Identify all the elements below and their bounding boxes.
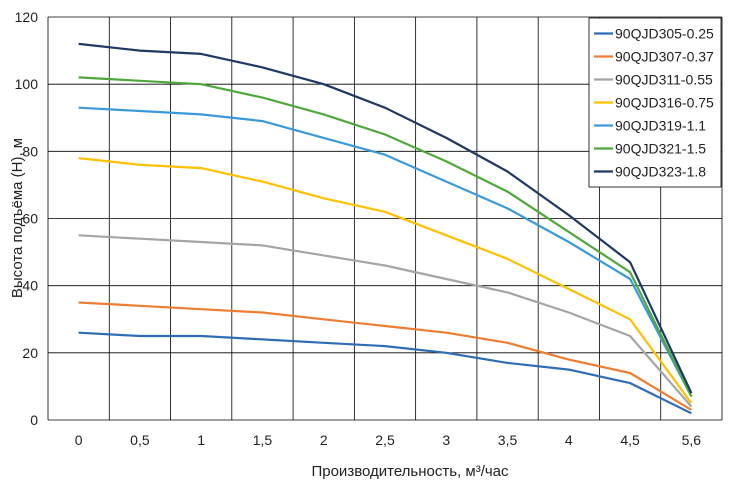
x-tick-label: 0 bbox=[75, 432, 83, 448]
x-tick-label: 4 bbox=[565, 432, 573, 448]
x-tick-label: 0,5 bbox=[130, 432, 150, 448]
y-tick-label: 80 bbox=[22, 143, 38, 159]
series-line bbox=[78, 76, 693, 397]
x-tick-label: 4,5 bbox=[620, 432, 640, 448]
x-axis-title: Производительность, м³/час bbox=[311, 463, 509, 480]
series-line bbox=[78, 301, 692, 411]
y-tick-label: 60 bbox=[22, 211, 38, 227]
x-tick-label: 5,6 bbox=[682, 432, 702, 448]
series-line bbox=[78, 331, 692, 415]
legend-label: 90QJD316-0.75 bbox=[615, 95, 714, 111]
x-axis-ticks: 0 0,5 1 1,5 2 2,5 3 3,5 4 4,5 5,6 bbox=[75, 432, 702, 448]
legend-label: 90QJD305-0.25 bbox=[615, 26, 714, 42]
series-line bbox=[78, 106, 693, 398]
y-tick-label: 40 bbox=[22, 278, 38, 294]
legend-label: 90QJD307-0.37 bbox=[615, 49, 714, 65]
x-tick-label: 1,5 bbox=[253, 432, 273, 448]
legend-label: 90QJD319-1.1 bbox=[615, 118, 706, 134]
legend-label: 90QJD321-1.5 bbox=[615, 141, 706, 157]
y-tick-label: 0 bbox=[30, 412, 38, 428]
legend: 90QJD305-0.25 90QJD307-0.37 90QJD311-0.55 9… bbox=[588, 17, 722, 188]
x-tick-label: 3,5 bbox=[498, 432, 518, 448]
series-line bbox=[78, 234, 693, 408]
x-tick-label: 3 bbox=[442, 432, 450, 448]
x-tick-label: 2,5 bbox=[375, 432, 395, 448]
legend-label: 90QJD311-0.55 bbox=[615, 72, 713, 88]
legend-label: 90QJD323-1.8 bbox=[615, 164, 706, 180]
series-line bbox=[78, 42, 693, 394]
series-lines bbox=[78, 42, 693, 415]
y-axis-ticks: 0 20 40 60 80 100 120 bbox=[15, 9, 39, 428]
y-tick-label: 120 bbox=[15, 9, 39, 25]
y-axis-title: Высота подъёма (Н), м bbox=[9, 138, 26, 298]
y-tick-label: 100 bbox=[15, 76, 39, 92]
x-tick-label: 2 bbox=[320, 432, 328, 448]
y-tick-label: 20 bbox=[22, 345, 38, 361]
x-tick-label: 1 bbox=[197, 432, 205, 448]
series-line bbox=[78, 157, 693, 404]
